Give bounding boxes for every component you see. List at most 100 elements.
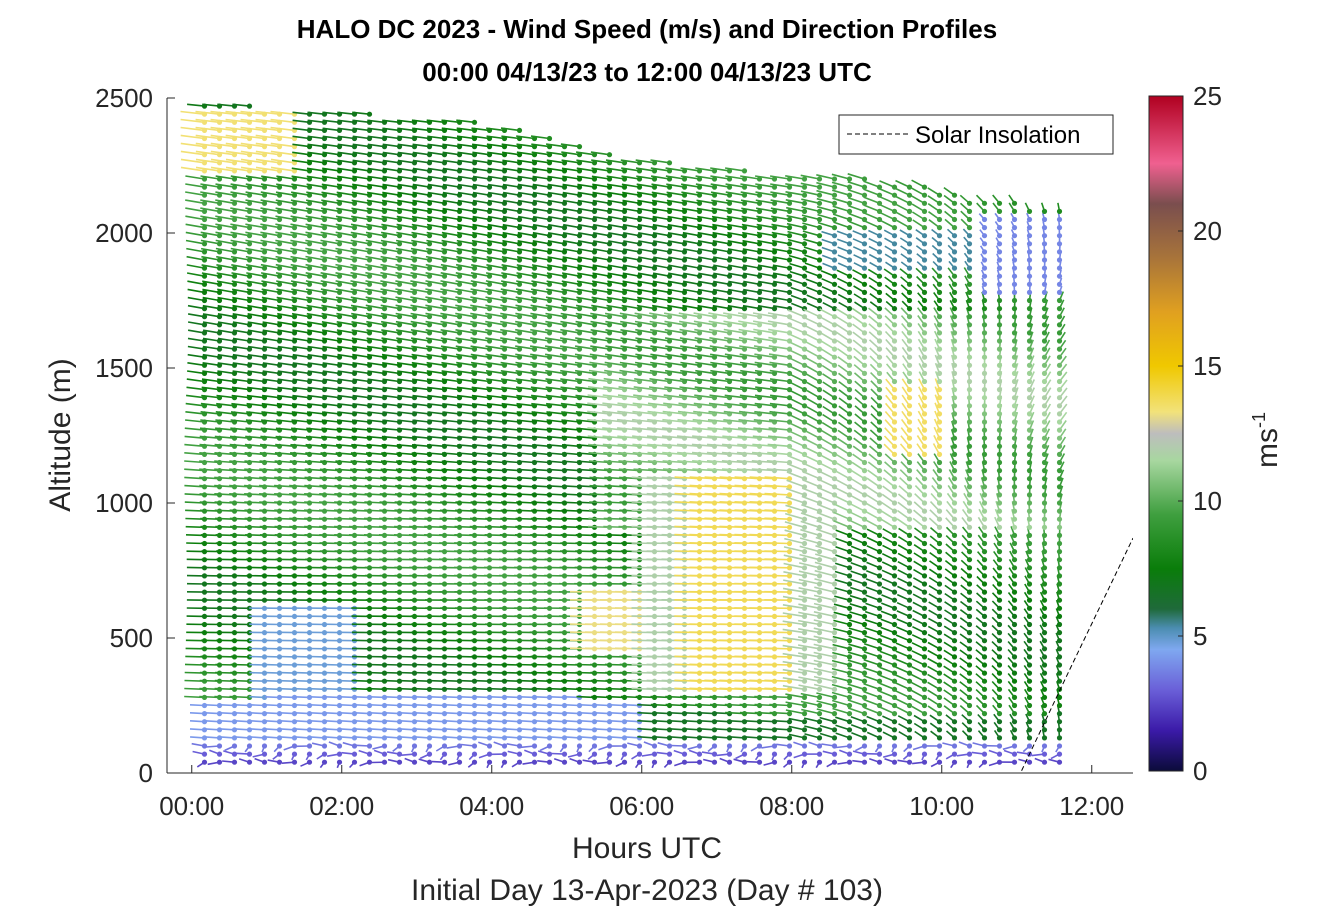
wind-barb-point [276, 216, 283, 223]
wind-barb-shaft [307, 119, 325, 124]
wind-barb-shaft [305, 247, 325, 253]
wind-barb-shaft [229, 435, 250, 439]
wind-barb-shaft [199, 468, 220, 472]
wind-barb-point [606, 719, 613, 725]
wind-barb-shaft [321, 191, 340, 196]
wind-barb-shaft [240, 126, 265, 132]
wind-barb-shaft [322, 403, 340, 407]
wind-barb-shaft [247, 362, 265, 367]
wind-barb-point [216, 289, 223, 295]
wind-barb-point [276, 241, 283, 247]
wind-barb-point [546, 135, 553, 142]
wind-barb-shaft [200, 411, 220, 415]
wind-barb-point [426, 751, 433, 757]
wind-barb-shaft [259, 493, 280, 496]
wind-barb-shaft [426, 663, 445, 666]
wind-barb-point [291, 265, 298, 271]
wind-barb-shaft [245, 191, 265, 196]
wind-barb-shaft [441, 671, 460, 674]
wind-barb-shaft [292, 337, 310, 342]
wind-barb-shaft [275, 191, 295, 196]
wind-barb-shaft [214, 460, 235, 464]
wind-barb-shaft [322, 119, 340, 124]
wind-barb-point [336, 735, 343, 741]
wind-barb-shaft [216, 394, 235, 399]
wind-barb-shaft [247, 353, 265, 358]
wind-barb-point [246, 759, 253, 765]
wind-barb-shaft [255, 158, 280, 164]
wind-barb-point [501, 735, 508, 741]
wind-barb-shaft [186, 378, 205, 383]
wind-barb-point [201, 257, 208, 263]
wind-barb-point [291, 322, 298, 328]
wind-barb-point [216, 735, 223, 741]
wind-barb-point [306, 257, 313, 263]
wind-barb-shaft [260, 199, 280, 205]
wind-barb-shaft [411, 663, 430, 666]
wind-barb-shaft [214, 443, 235, 448]
wind-barb-point [231, 289, 238, 295]
wind-barb-point [336, 216, 343, 223]
wind-barb-point [486, 735, 493, 741]
wind-barb-point [591, 751, 598, 757]
wind-barb-shaft [255, 150, 280, 156]
wind-barb-shaft [322, 394, 340, 399]
wind-barb-shaft [457, 687, 475, 691]
wind-barb-point [201, 176, 208, 182]
wind-barb-shaft [225, 142, 250, 148]
wind-barb-point [246, 306, 253, 312]
wind-barb-point [216, 233, 223, 239]
wind-barb-shaft [260, 435, 280, 439]
wind-barb-shaft [202, 103, 220, 107]
wind-barb-point [621, 759, 628, 765]
wind-barb-shaft [215, 183, 235, 188]
wind-barb-point [306, 322, 313, 328]
wind-barb-shaft [262, 370, 280, 375]
wind-barb-shaft [276, 296, 295, 302]
wind-barb-point [456, 727, 463, 733]
wind-barb-point [351, 751, 358, 757]
wind-barb-shaft [185, 419, 205, 423]
wind-barb-shaft [229, 484, 250, 488]
wind-barb-point [321, 233, 328, 239]
wind-barb-shaft [230, 663, 250, 666]
wind-barb-shaft [304, 484, 325, 488]
wind-barb-point [336, 208, 343, 214]
wind-barb-shaft [187, 329, 205, 334]
wind-barb-point [246, 208, 253, 214]
wind-barb-shaft [232, 345, 250, 350]
wind-barb-point [276, 249, 283, 255]
wind-barb-shaft [231, 280, 250, 286]
wind-barb-point [516, 759, 523, 765]
wind-barb-point [306, 249, 313, 255]
wind-barb-point [516, 727, 523, 733]
wind-barb-point [261, 743, 268, 749]
wind-barb-shaft [230, 215, 250, 221]
wind-barb-point [291, 208, 298, 214]
wind-barb-shaft [322, 411, 340, 415]
wind-barb-shaft [319, 468, 340, 472]
wind-barb-point [261, 233, 268, 239]
wind-barb-point [516, 127, 523, 133]
wind-barb-point [306, 727, 313, 733]
wind-barb-shaft [270, 158, 295, 164]
wind-barb-shaft [275, 231, 295, 237]
wind-barb-shaft [180, 166, 205, 172]
wind-barb-point [606, 735, 613, 741]
wind-barb-point [291, 257, 298, 263]
wind-barb-shaft [277, 370, 295, 375]
wind-barb-shaft [215, 411, 235, 415]
wind-barb-shaft [186, 247, 205, 253]
wind-barb-shaft [217, 329, 235, 334]
wind-barb-shaft [290, 255, 310, 261]
wind-barb-shaft [292, 403, 310, 407]
wind-barb-point [216, 297, 223, 304]
wind-barb-point [351, 735, 358, 741]
wind-barb-point [261, 249, 268, 255]
wind-barb-point [261, 759, 268, 765]
wind-barb-shaft [246, 296, 265, 302]
wind-barb-point [246, 330, 253, 336]
wind-barb-shaft [231, 288, 250, 294]
wind-barb-shaft [217, 103, 235, 107]
